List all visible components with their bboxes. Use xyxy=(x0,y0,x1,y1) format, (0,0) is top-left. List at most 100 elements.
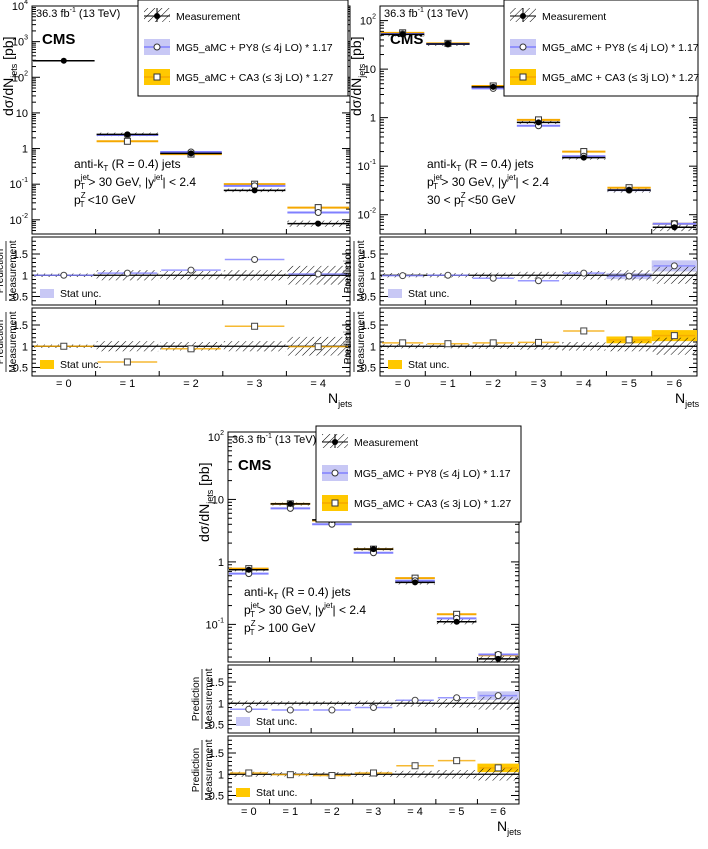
measurement-point xyxy=(671,224,678,231)
measurement-point xyxy=(535,119,542,126)
ratio-y-tick-label: 0.5 xyxy=(361,292,376,304)
y-tick-label: 103 xyxy=(12,35,28,49)
ratio-marker-py8 xyxy=(60,271,68,279)
cut-text-line2: pjet T > 30 GeV, |yjet| < 2.4 xyxy=(74,173,196,191)
y-tick-label: 102 xyxy=(360,14,376,28)
ratio-marker-ca3 xyxy=(625,336,633,344)
ratio-marker-py8 xyxy=(314,270,322,278)
ratio-marker-py8 xyxy=(187,266,195,274)
ratio-y-tick-label: 0.5 xyxy=(209,720,224,732)
stat-unc-swatch-py8 xyxy=(388,289,402,298)
measurement-point xyxy=(626,187,633,194)
ratio-ylabel-top: Prediction xyxy=(343,320,354,364)
y-tick-label: 102 xyxy=(208,430,224,444)
ratio-marker-ca3 xyxy=(399,339,407,347)
y-tick-label: 102 xyxy=(12,70,28,84)
y-axis-label: dσ/dNjets [pb] xyxy=(196,463,215,542)
cut-text-line3: 30 < pZ T <50 GeV xyxy=(427,191,516,209)
ratio-marker-ca3 xyxy=(411,762,419,770)
measurement-point xyxy=(251,187,258,194)
ratio-y-label-py8: Prediction Measurement xyxy=(0,240,19,301)
measurement-point xyxy=(124,131,131,138)
ratio-marker-ca3 xyxy=(453,757,461,765)
ratio-marker-ca3 xyxy=(286,771,294,779)
legend-label-py8: MG5_aMC + PY8 (≤ 4j LO) * 1.17 xyxy=(354,468,511,480)
measurement-point xyxy=(188,150,194,157)
ratio-marker-ca3 xyxy=(314,343,322,351)
x-tick-label: = 4 xyxy=(310,378,326,390)
ratio-y-tick-label: 1 xyxy=(218,769,224,781)
ratio-marker-ca3 xyxy=(251,322,259,330)
legend-py8-marker xyxy=(331,469,339,477)
chart-panel-ptz-gt-100: 10-1 1 10 102 dσ/dNjets [pb] 36.3 fb-1 (13 Te… xyxy=(191,425,522,837)
ratio-marker-ca3 xyxy=(580,327,588,335)
measurement-point xyxy=(490,83,497,90)
x-tick-label: = 1 xyxy=(120,378,136,390)
ratio-marker-py8 xyxy=(328,706,336,714)
cut-text-line1: anti-kT (R = 0.4) jets xyxy=(244,585,351,601)
ratio-y-tick-label: 1 xyxy=(22,270,28,282)
ratio-marker-py8 xyxy=(399,272,407,280)
y-tick-label: 1 xyxy=(370,113,376,125)
stat-unc-label: Stat unc. xyxy=(60,288,101,300)
ratio-marker-py8 xyxy=(494,692,502,700)
measurement-point xyxy=(495,655,502,662)
y-tick-label: 1 xyxy=(22,144,28,156)
stat-unc-label: Stat unc. xyxy=(408,288,449,300)
ratio-marker-py8 xyxy=(444,271,452,279)
legend-py8-marker xyxy=(519,43,527,51)
x-tick-label: = 3 xyxy=(247,378,263,390)
y-tick-label: 10 xyxy=(212,494,224,506)
legend-measurement-marker xyxy=(332,439,338,445)
ratio-marker-py8 xyxy=(251,256,259,264)
ratio-marker-ca3 xyxy=(123,358,131,366)
legend-ca3-marker xyxy=(153,73,161,81)
chart-panel-ptz-30-50: 10-2 10-1 1 10 102 dσ/dNjets [pb] 36.3 fb-1 (1… xyxy=(343,0,700,409)
ratio-y-tick-label: 1 xyxy=(370,270,376,282)
measurement-point xyxy=(287,500,294,507)
stat-unc-swatch-py8 xyxy=(236,717,250,726)
legend-ca3-marker xyxy=(331,499,339,507)
x-tick-label: = 1 xyxy=(283,806,299,818)
y-tick-label: 10-2 xyxy=(10,213,29,227)
x-tick-label: = 0 xyxy=(395,378,411,390)
ratio-marker-ca3 xyxy=(370,769,377,777)
ratio-marker-py8 xyxy=(489,274,497,282)
ratio-y-tick-label: 0.5 xyxy=(209,791,224,803)
cut-text-line1: anti-kT (R = 0.4) jets xyxy=(427,157,534,173)
x-tick-label: = 2 xyxy=(324,806,340,818)
legend-ca3-marker xyxy=(519,73,527,81)
ratio-y-tick-label: 1 xyxy=(22,341,28,353)
y-tick-label: 10 xyxy=(364,64,376,76)
lumi-label: 36.3 fb-1 (13 TeV) xyxy=(384,7,468,20)
measurement-point xyxy=(245,566,252,573)
legend-label-meas: Measurement xyxy=(176,11,240,23)
measurement-point xyxy=(444,40,451,47)
ratio-marker-py8 xyxy=(286,706,294,714)
ratio-marker-ca3 xyxy=(328,772,336,780)
x-tick-label: = 0 xyxy=(241,806,257,818)
ratio-y-tick-label: 1.5 xyxy=(209,677,224,689)
y-tick-label: 10 xyxy=(16,108,28,120)
legend-label-py8: MG5_aMC + PY8 (≤ 4j LO) * 1.17 xyxy=(176,42,333,54)
y-tick-label: 10-1 xyxy=(358,159,377,173)
ratio-y-tick-label: 0.5 xyxy=(361,363,376,375)
ratio-marker-ca3 xyxy=(245,769,253,777)
ratio-y-tick-label: 0.5 xyxy=(13,363,28,375)
chart-panel-ptz-lt-10: 10-2 10-1 1 10 102 103 104 dσ/dNjets [pb] 36.3 f… xyxy=(0,0,353,409)
cms-label: CMS xyxy=(42,31,75,48)
cms-label: CMS xyxy=(238,457,271,474)
x-tick-label: = 5 xyxy=(449,806,465,818)
measurement-point xyxy=(399,31,406,38)
x-tick-label: = 3 xyxy=(531,378,547,390)
y-tick-label: 104 xyxy=(12,0,28,13)
measurement-point xyxy=(580,154,587,161)
ratio-ylabel-bottom: Measurement xyxy=(8,311,19,372)
x-tick-label: = 1 xyxy=(440,378,456,390)
legend-measurement-marker xyxy=(154,13,160,19)
y-axis-label: dσ/dNjets [pb] xyxy=(348,37,367,116)
legend-measurement-marker xyxy=(520,13,526,19)
x-tick-label: = 4 xyxy=(576,378,592,390)
cut-text-line1: anti-kT (R = 0.4) jets xyxy=(74,157,181,173)
